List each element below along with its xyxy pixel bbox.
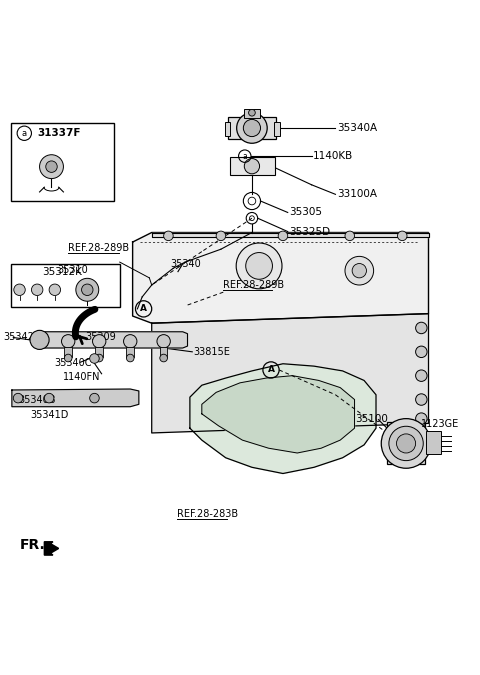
Bar [11, 263, 120, 307]
Circle shape [30, 330, 49, 350]
Text: 31337F: 31337F [37, 128, 81, 138]
Bar [275, 122, 280, 136]
Text: 35325D: 35325D [289, 227, 330, 236]
Circle shape [90, 354, 99, 363]
Text: 35312K: 35312K [42, 267, 82, 277]
Circle shape [123, 335, 137, 348]
Polygon shape [44, 542, 59, 555]
Circle shape [243, 119, 261, 136]
Bar [225, 122, 230, 136]
Circle shape [44, 394, 54, 403]
Circle shape [345, 231, 355, 240]
Circle shape [416, 394, 427, 405]
Circle shape [164, 231, 173, 240]
Circle shape [76, 278, 99, 301]
Bar [11, 123, 114, 202]
Circle shape [39, 155, 63, 179]
Circle shape [13, 394, 23, 403]
Circle shape [249, 109, 255, 116]
Polygon shape [152, 314, 429, 433]
Circle shape [244, 159, 260, 174]
Text: 35340B: 35340B [18, 396, 56, 406]
Circle shape [416, 346, 427, 358]
Circle shape [416, 413, 427, 425]
Bar [228, 117, 276, 140]
Bar [426, 431, 442, 454]
Text: 35305: 35305 [289, 207, 322, 217]
Circle shape [61, 335, 75, 348]
Circle shape [416, 322, 427, 333]
Polygon shape [152, 232, 429, 238]
Text: 1140KB: 1140KB [313, 151, 353, 161]
Text: A: A [267, 365, 275, 375]
Circle shape [49, 284, 60, 296]
Circle shape [14, 284, 25, 296]
Circle shape [96, 354, 103, 362]
Text: 35310: 35310 [58, 265, 88, 275]
Text: REF.28-289B: REF.28-289B [223, 279, 285, 290]
Text: 35100: 35100 [356, 414, 388, 424]
Bar [160, 347, 168, 356]
Circle shape [246, 252, 273, 279]
Polygon shape [12, 389, 139, 407]
Text: 35340: 35340 [171, 259, 202, 269]
Circle shape [32, 284, 43, 296]
Circle shape [64, 354, 72, 362]
Bar [64, 347, 72, 356]
Bar [126, 347, 134, 356]
Circle shape [82, 284, 93, 296]
Text: 35342: 35342 [4, 333, 35, 342]
Circle shape [345, 256, 373, 285]
Text: 33815E: 33815E [193, 347, 230, 357]
Text: a: a [242, 152, 247, 161]
Circle shape [236, 243, 282, 289]
Bar [387, 422, 425, 464]
Polygon shape [39, 332, 188, 348]
Text: REF.28-283B: REF.28-283B [177, 509, 238, 519]
Text: a: a [22, 129, 27, 138]
Text: 33100A: 33100A [337, 189, 377, 199]
Circle shape [397, 231, 407, 240]
Circle shape [389, 427, 423, 460]
Text: FR.: FR. [20, 538, 45, 552]
Bar [244, 109, 260, 118]
Circle shape [237, 113, 267, 143]
Circle shape [416, 370, 427, 381]
Circle shape [93, 335, 106, 348]
Text: 35340A: 35340A [337, 123, 377, 133]
Polygon shape [132, 232, 429, 323]
Text: A: A [140, 304, 147, 313]
Circle shape [46, 161, 57, 172]
Circle shape [381, 418, 431, 468]
Text: 35341D: 35341D [30, 410, 68, 420]
Circle shape [396, 434, 416, 453]
Text: REF.28-289B: REF.28-289B [68, 242, 129, 252]
Polygon shape [190, 364, 376, 473]
Text: 35309: 35309 [85, 331, 116, 342]
Bar [229, 157, 275, 176]
Text: 1123GE: 1123GE [421, 419, 459, 429]
Circle shape [160, 354, 168, 362]
Polygon shape [202, 376, 355, 453]
Circle shape [216, 231, 226, 240]
Circle shape [278, 231, 288, 240]
Text: 35340C: 35340C [54, 358, 91, 369]
Circle shape [352, 263, 366, 278]
Circle shape [126, 354, 134, 362]
Bar [96, 347, 103, 356]
Circle shape [157, 335, 170, 348]
Text: 1140FN: 1140FN [63, 372, 101, 381]
Circle shape [90, 394, 99, 403]
